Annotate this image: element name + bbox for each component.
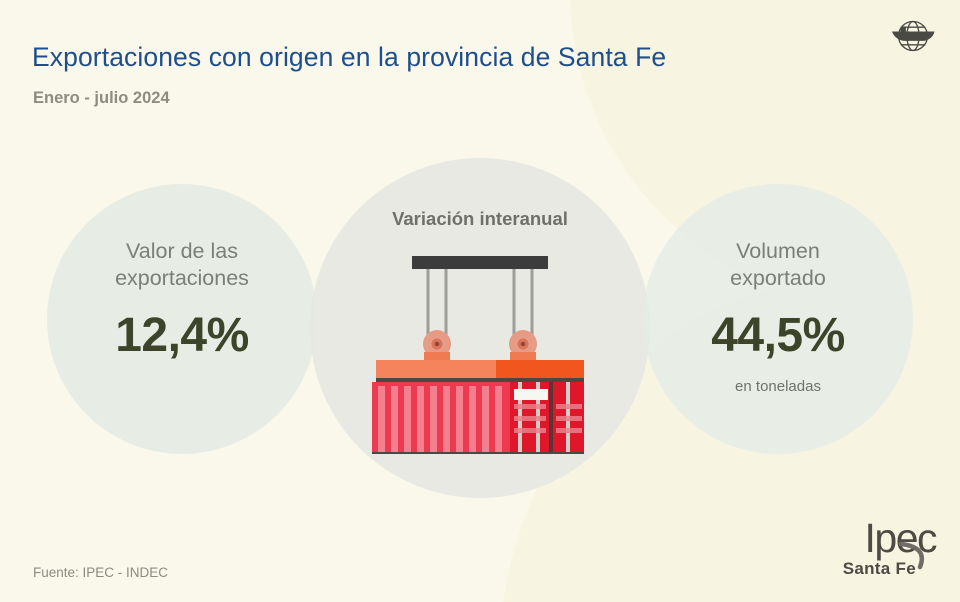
center-heading: Variación interanual bbox=[392, 208, 568, 229]
stat-value: 44,5% bbox=[711, 309, 845, 362]
stat-label: Valor de las exportaciones bbox=[47, 238, 317, 292]
stat-circle-right bbox=[643, 184, 913, 454]
stat-label-line2: exportaciones bbox=[115, 266, 249, 290]
stat-label-line1: Volumen bbox=[736, 239, 820, 263]
ipec-logo: Ipec Santa Fe bbox=[796, 515, 938, 584]
ipec-logo-wordmark: Ipec bbox=[864, 515, 938, 561]
stat-unit: en toneladas bbox=[735, 378, 821, 395]
pulley-right-icon bbox=[509, 330, 537, 358]
stat-label-line1: Valor de las bbox=[126, 239, 238, 263]
stat-label: Volumen exportado bbox=[643, 238, 913, 292]
globe-ship-icon bbox=[880, 14, 942, 58]
swoosh-arc-icon bbox=[898, 540, 932, 570]
crane-shipping-container-icon bbox=[366, 248, 594, 456]
stat-value: 12,4% bbox=[115, 309, 249, 362]
source-note: Fuente: IPEC - INDEC bbox=[33, 565, 169, 580]
stat-circle-left bbox=[47, 184, 317, 454]
ipec-logo-tagline: Santa Fe bbox=[842, 559, 916, 578]
pulley-left-icon bbox=[423, 330, 451, 358]
page-title: Exportaciones con origen en la provincia… bbox=[32, 42, 667, 72]
stat-block-export-volume: Volumen exportado 44,5% en toneladas bbox=[643, 238, 913, 395]
page-subtitle: Enero - julio 2024 bbox=[33, 89, 170, 107]
stat-block-export-value: Valor de las exportaciones 12,4% bbox=[47, 238, 317, 360]
stat-label-line2: exportado bbox=[730, 266, 826, 290]
